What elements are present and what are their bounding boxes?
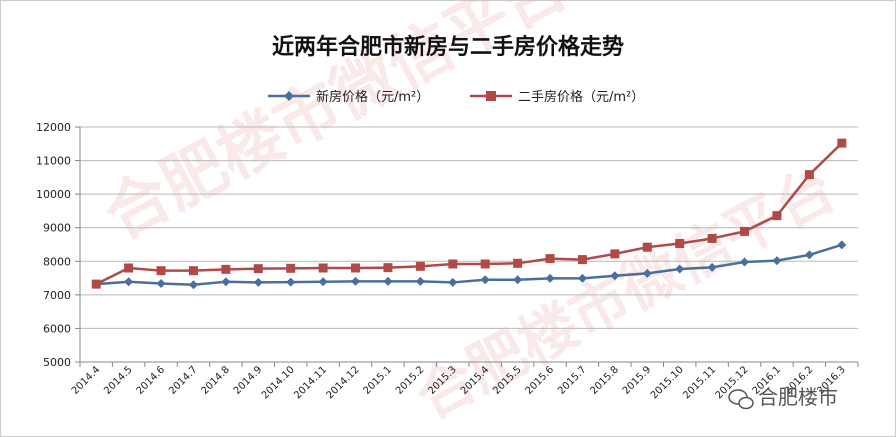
data-point — [772, 256, 782, 266]
data-point — [91, 279, 101, 289]
data-point — [740, 257, 750, 267]
legend-item-second-hand: 二手房价格（元/m²） — [470, 89, 644, 105]
y-tick-label: 6000 — [43, 322, 71, 335]
data-point — [415, 261, 425, 271]
data-point — [221, 277, 231, 287]
data-point — [286, 277, 296, 287]
data-point — [577, 255, 587, 265]
y-tick-label: 9000 — [43, 222, 71, 235]
chart-legend: 新房价格（元/m²） 二手房价格（元/m²） — [268, 89, 644, 105]
data-point — [221, 264, 231, 274]
data-point — [448, 259, 458, 269]
data-point — [804, 170, 814, 180]
data-point — [480, 259, 490, 269]
data-point — [383, 276, 393, 286]
data-point — [318, 263, 328, 273]
data-point — [156, 278, 166, 288]
y-tick-label: 7000 — [43, 289, 71, 302]
data-point — [383, 263, 393, 273]
data-point — [124, 263, 134, 273]
data-point — [642, 242, 652, 252]
data-point — [253, 277, 263, 287]
chart-title: 近两年合肥市新房与二手房价格走势 — [272, 34, 624, 60]
y-tick-label: 10000 — [36, 188, 71, 201]
data-point — [318, 277, 328, 287]
series-line — [95, 142, 843, 286]
data-point — [610, 249, 620, 259]
gridlines — [80, 126, 858, 329]
data-point — [740, 226, 750, 236]
y-tick-label: 12000 — [36, 121, 71, 134]
data-point — [415, 276, 425, 286]
data-point — [351, 263, 361, 273]
data-point — [480, 275, 490, 285]
data-point — [513, 275, 523, 285]
data-point — [707, 262, 717, 272]
data-point — [253, 264, 263, 274]
data-point — [707, 233, 717, 243]
legend-item-new-house: 新房价格（元/m²） — [268, 89, 429, 105]
legend-marker-diamond — [284, 91, 294, 101]
data-point — [804, 250, 814, 260]
data-point — [837, 240, 847, 250]
y-tick-label: 8000 — [43, 255, 71, 268]
data-point — [675, 264, 685, 274]
data-point — [513, 258, 523, 268]
legend-marker-square — [486, 91, 496, 101]
data-point — [188, 280, 198, 290]
legend-label-new-house: 新房价格（元/m²） — [316, 89, 429, 105]
y-tick-label: 11000 — [36, 155, 71, 168]
series-line — [96, 243, 843, 287]
data-point — [642, 268, 652, 278]
series-1 — [91, 138, 847, 289]
data-point — [286, 263, 296, 273]
data-point — [545, 273, 555, 283]
wechat-icon — [728, 389, 754, 410]
data-point — [124, 277, 134, 287]
data-point — [577, 273, 587, 283]
y-axis-ticks: 5000 6000 7000 8000 9000 10000 11000 12000 — [36, 121, 80, 369]
data-point — [156, 266, 166, 276]
data-point — [837, 138, 847, 148]
y-tick-label: 5000 — [43, 356, 71, 369]
data-point — [675, 238, 685, 248]
series-layer — [91, 138, 847, 290]
axes — [79, 127, 858, 363]
data-point — [351, 276, 361, 286]
brand-watermark-label: 合肥楼市 — [758, 385, 838, 409]
legend-label-second-hand: 二手房价格（元/m²） — [518, 89, 644, 105]
data-point — [448, 277, 458, 287]
data-point — [188, 266, 198, 276]
data-point — [610, 271, 620, 281]
data-point — [545, 254, 555, 264]
data-point — [772, 211, 782, 221]
series-0 — [91, 240, 847, 290]
